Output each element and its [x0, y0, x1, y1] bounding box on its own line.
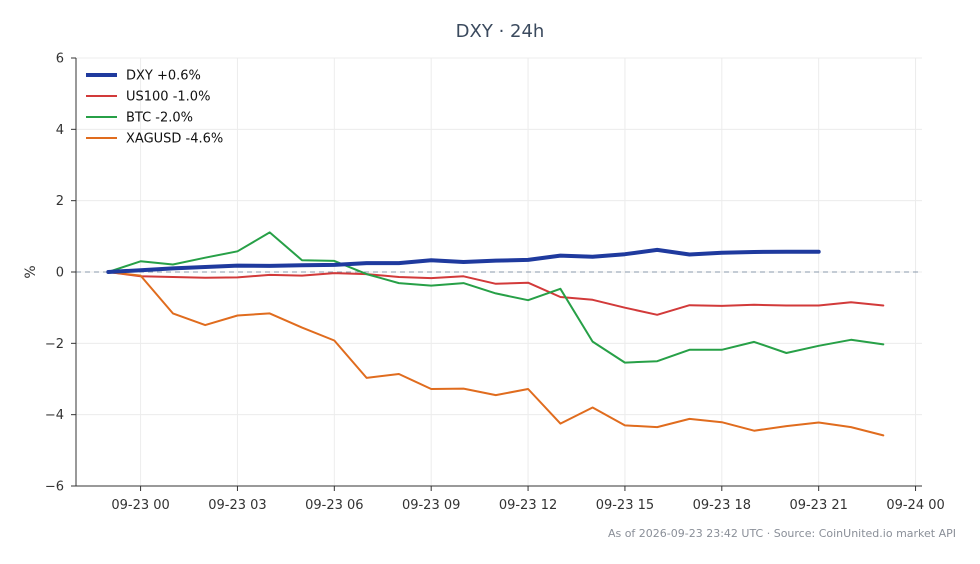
x-ticks: 09-23 00 09-23 03 09-23 06 09-23 09 09-23 12… — [111, 486, 945, 513]
legend-label-xagusd: XAGUSD -4.6% — [126, 132, 223, 147]
y-tick-label: 0 — [56, 266, 64, 281]
series-line-btc — [107, 231, 885, 364]
y-axis-label: % — [23, 265, 39, 278]
legend-label-btc: BTC -2.0% — [126, 111, 193, 126]
x-tick-label: 09-23 00 — [111, 498, 169, 513]
y-ticks: 6 4 2 0 −2 −4 −6 — [45, 52, 76, 495]
x-tick-label: 09-23 03 — [208, 498, 266, 513]
x-tick-label: 09-24 00 — [886, 498, 944, 513]
legend-label-dxy: DXY +0.6% — [126, 69, 201, 84]
legend: DXY +0.6% US100 -1.0% BTC -2.0% XAGUSD -4.6… — [86, 69, 223, 147]
series-group — [106, 231, 885, 437]
x-tick-label: 09-23 18 — [693, 498, 751, 513]
x-tick-label: 09-23 06 — [305, 498, 363, 513]
y-tick-label: 4 — [56, 123, 64, 138]
x-tick-label: 09-23 09 — [402, 498, 460, 513]
series-line-us100 — [107, 271, 885, 316]
x-tick-label: 09-23 15 — [596, 498, 654, 513]
footer-note: As of 2026-09-23 23:42 UTC · Source: Coi… — [608, 527, 956, 540]
chart-title: DXY · 24h — [456, 21, 545, 42]
y-tick-label: −2 — [45, 337, 64, 352]
grid — [76, 57, 922, 487]
x-tick-label: 09-23 12 — [499, 498, 557, 513]
series-line-dxy — [106, 247, 821, 274]
legend-label-us100: US100 -1.0% — [126, 90, 210, 105]
y-tick-label: −4 — [45, 408, 64, 423]
y-tick-label: 2 — [56, 194, 64, 209]
y-tick-label: 6 — [56, 52, 64, 67]
series-line-xagusd — [107, 271, 885, 437]
y-tick-label: −6 — [45, 480, 64, 495]
x-tick-label: 09-23 21 — [789, 498, 847, 513]
